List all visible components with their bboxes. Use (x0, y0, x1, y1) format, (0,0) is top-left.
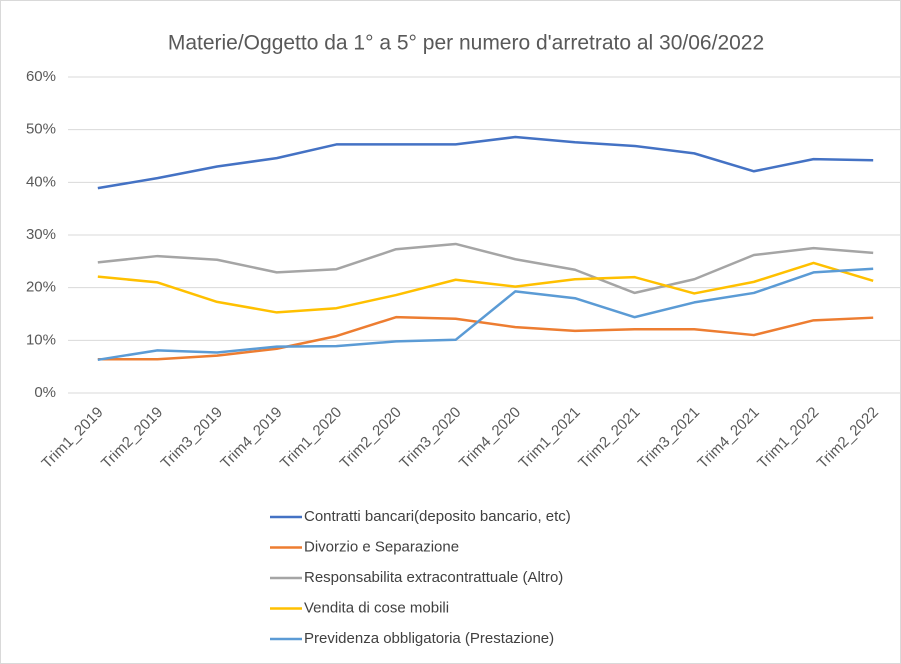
series-line (97, 261, 874, 314)
series-line (97, 135, 874, 190)
y-tick-label: 30% (26, 226, 56, 243)
legend-label: Divorzio e Separazione (304, 538, 459, 555)
series-line (97, 315, 874, 361)
y-tick-label: 0% (34, 384, 56, 401)
y-tick-label: 20% (26, 279, 56, 296)
legend-label: Contratti bancari(deposito bancario, etc… (304, 508, 571, 525)
series-line (97, 242, 874, 295)
series-line (97, 267, 874, 362)
legend-label: Responsabilita extracontrattuale (Altro) (304, 569, 563, 586)
y-tick-label: 40% (26, 173, 56, 190)
legend-label: Vendita di cose mobili (304, 599, 449, 616)
y-tick-label: 50% (26, 121, 56, 138)
legend-label: Previdenza obbligatoria (Prestazione) (304, 630, 554, 647)
y-tick-label: 10% (26, 331, 56, 348)
y-tick-label: 60% (26, 68, 56, 85)
chart-title: Materie/Oggetto da 1° a 5° per numero d'… (168, 32, 764, 55)
